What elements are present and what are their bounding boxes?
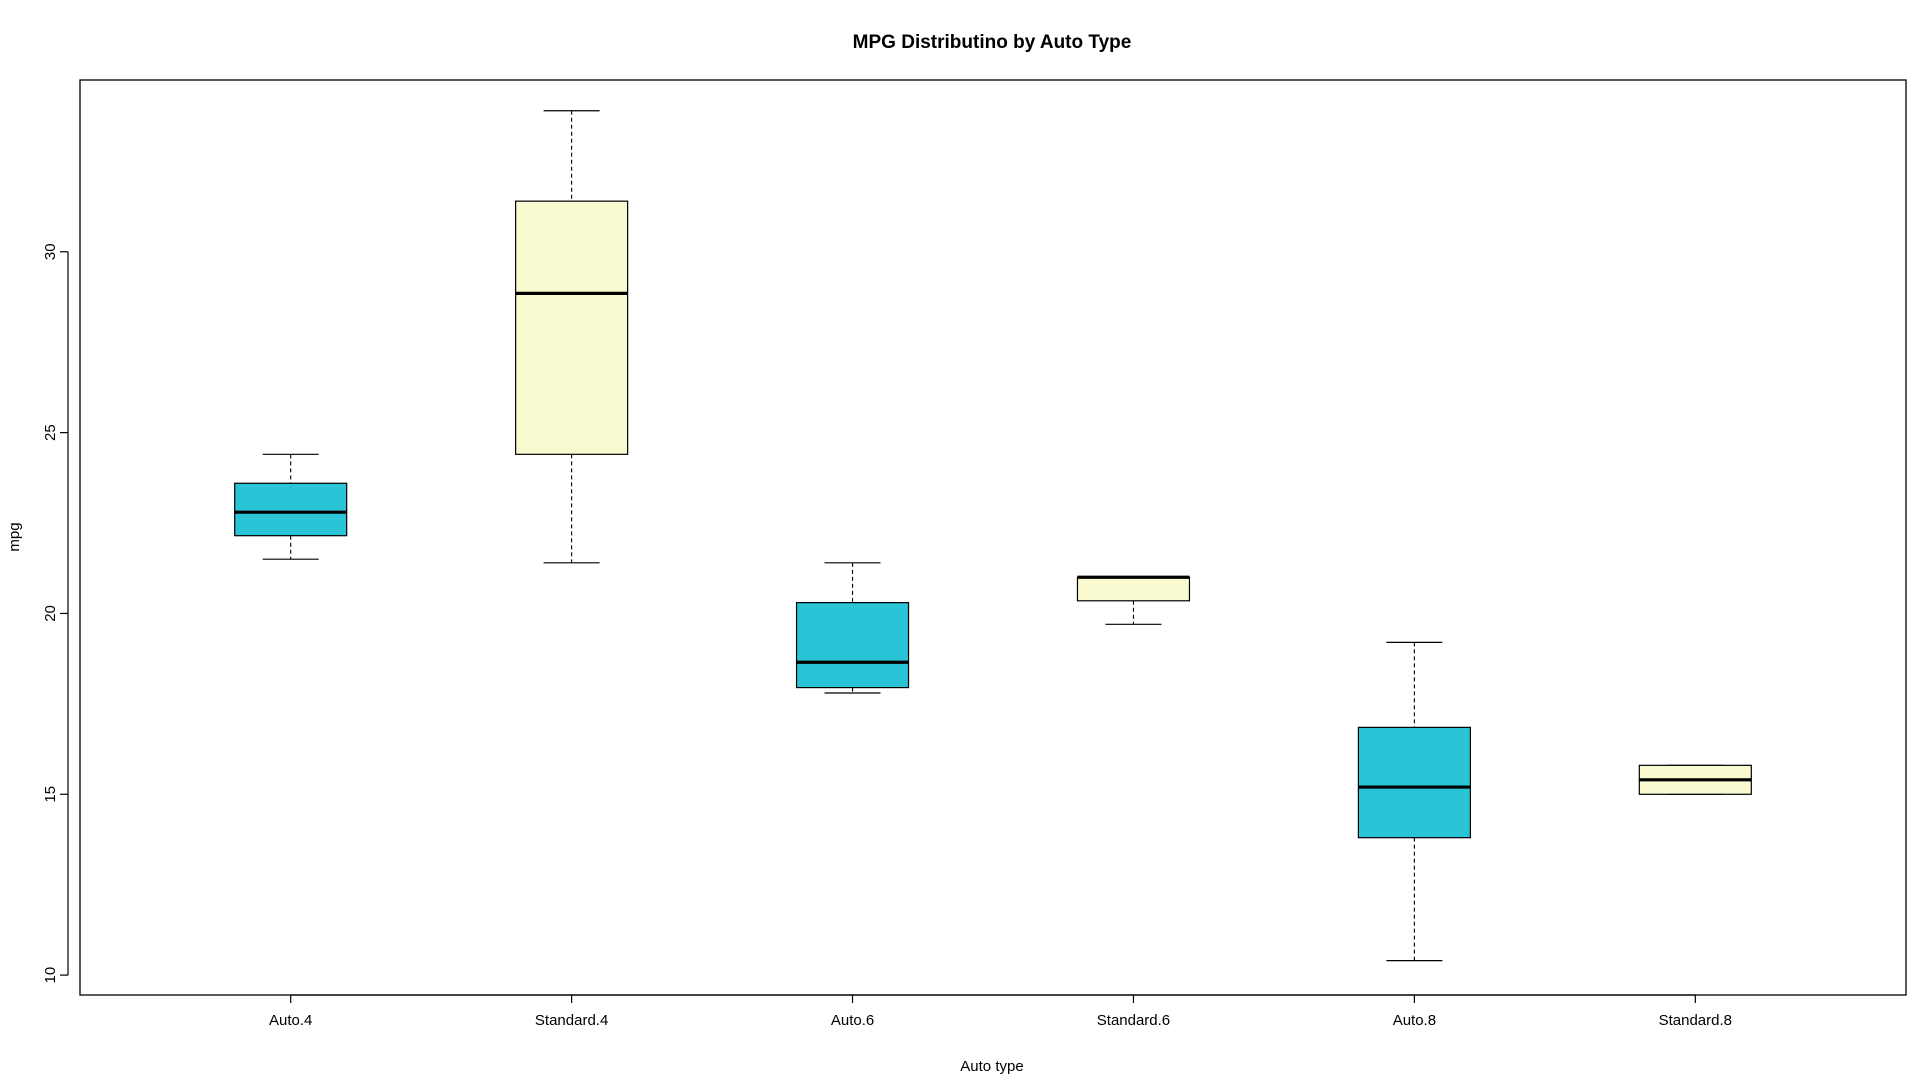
box-auto-4 — [234, 453, 348, 560]
box-standard-4 — [515, 110, 629, 564]
iqr-box — [234, 482, 348, 537]
y-tick-label: 30 — [42, 243, 59, 260]
y-tick-label: 15 — [42, 786, 59, 803]
box-standard-6 — [1076, 575, 1191, 625]
y-tick-label: 10 — [42, 967, 59, 984]
y-axis-title: mpg — [6, 522, 23, 551]
plot-frame — [79, 79, 1907, 996]
chart-title: MPG Distributino by Auto Type — [853, 32, 1132, 53]
y-tick-label: 20 — [42, 605, 59, 622]
x-tick-label: Auto.6 — [831, 1012, 874, 1029]
x-tick-label: Standard.6 — [1097, 1012, 1170, 1029]
box-auto-8 — [1357, 641, 1471, 962]
x-tick-label: Auto.4 — [269, 1012, 312, 1029]
box-standard-8 — [1638, 764, 1752, 795]
iqr-box — [1357, 726, 1471, 839]
y-axis: 10 15 20 25 30 — [42, 243, 69, 984]
x-tick-label: Standard.4 — [535, 1012, 608, 1029]
iqr-box — [795, 601, 910, 689]
iqr-box — [515, 200, 629, 455]
boxes-group — [234, 110, 1752, 962]
x-tick-label: Standard.8 — [1659, 1012, 1732, 1029]
y-tick-label: 25 — [42, 424, 59, 441]
x-tick-label: Auto.8 — [1393, 1012, 1436, 1029]
box-auto-6 — [795, 562, 910, 694]
x-axis-title: Auto type — [960, 1058, 1023, 1075]
iqr-box — [1076, 576, 1191, 602]
x-axis: Auto.4 Standard.4 Auto.6 Standard.6 Auto.8 St… — [269, 994, 1732, 1029]
